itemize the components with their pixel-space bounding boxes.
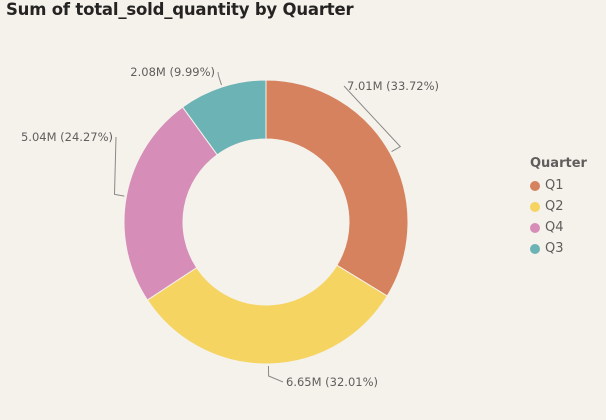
- legend-item-q1[interactable]: Q1: [530, 175, 587, 196]
- legend-items: Q1 Q2 Q4 Q3: [530, 175, 587, 259]
- slice-q1[interactable]: [265, 79, 409, 297]
- leader-line-q3: [217, 71, 223, 86]
- leader-line-q2: [267, 365, 284, 383]
- legend: Quarter Q1 Q2 Q4 Q3: [530, 156, 587, 259]
- legend-swatch-icon: [530, 243, 540, 254]
- legend-label: Q4: [545, 220, 564, 235]
- slice-q4[interactable]: [123, 106, 218, 301]
- legend-swatch-icon: [530, 201, 540, 212]
- legend-label: Q3: [545, 241, 564, 256]
- legend-title: Quarter: [530, 156, 587, 171]
- chart-title: Sum of total_sold_quantity by Quarter: [6, 0, 354, 19]
- legend-swatch-icon: [530, 180, 540, 191]
- slice-q2[interactable]: [146, 264, 388, 365]
- labels-layer: 7.01M (33.72%) 6.65M (32.01%) 5.04M (24.27…: [21, 65, 439, 389]
- leader-line-q1: [343, 85, 402, 152]
- slices-layer: [123, 79, 409, 365]
- legend-item-q2[interactable]: Q2: [530, 196, 587, 217]
- slice-q3[interactable]: [181, 79, 267, 156]
- legend-label: Q2: [545, 199, 564, 214]
- legend-swatch-icon: [530, 222, 540, 233]
- legend-item-q4[interactable]: Q4: [530, 217, 587, 238]
- legend-item-q3[interactable]: Q3: [530, 238, 587, 259]
- data-label-q1: 7.01M (33.72%): [347, 79, 439, 93]
- leader-line-q4: [113, 136, 125, 197]
- data-label-q4: 5.04M (24.27%): [21, 130, 113, 144]
- data-label-q3: 2.08M (9.99%): [130, 65, 215, 79]
- legend-label: Q1: [545, 178, 564, 193]
- data-label-q2: 6.65M (32.01%): [286, 375, 378, 389]
